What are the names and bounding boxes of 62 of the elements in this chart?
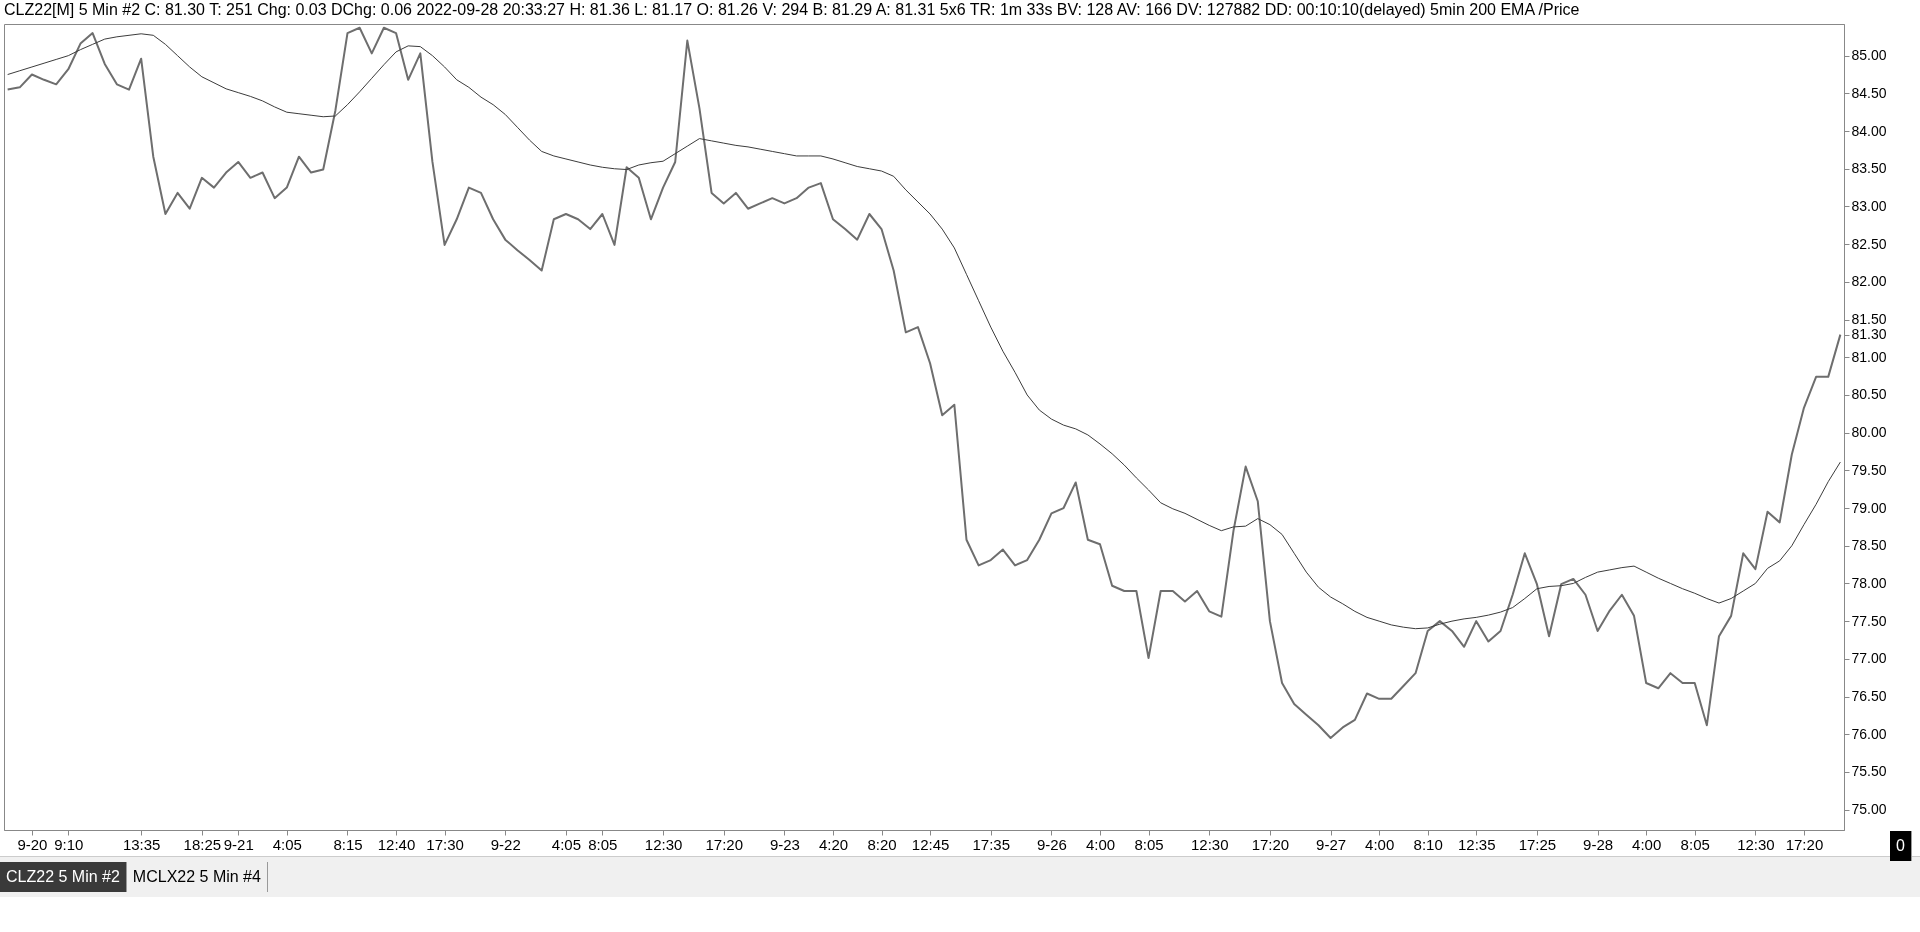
line-series bbox=[6, 26, 1842, 740]
x-tick-label: 17:25 bbox=[1518, 835, 1557, 853]
y-tick-label: 77.50 bbox=[1851, 612, 1887, 629]
x-tick-label: 8:10 bbox=[1413, 835, 1443, 853]
x-tick-label: 9-28 bbox=[1583, 835, 1614, 853]
x-tick-label: 12:30 bbox=[644, 835, 683, 853]
y-tick-label: 78.50 bbox=[1851, 537, 1887, 554]
x-tick-label: 8:05 bbox=[1680, 835, 1710, 853]
x-tick-label: 9-21 bbox=[223, 835, 254, 853]
y-tick-label: 79.50 bbox=[1851, 461, 1887, 478]
y-tick-label: 81.00 bbox=[1851, 348, 1887, 365]
x-tick-label: 4:00 bbox=[1632, 835, 1662, 853]
x-tick-label: 12:35 bbox=[1457, 835, 1496, 853]
line-series bbox=[7, 33, 1841, 630]
y-tick-label: 79.00 bbox=[1851, 499, 1887, 516]
x-tick-label: 17:35 bbox=[972, 835, 1011, 853]
x-tick-label: 9-20 bbox=[17, 835, 48, 853]
x-tick-label: 18:25 bbox=[183, 835, 222, 853]
y-tick-label: 82.50 bbox=[1851, 235, 1887, 252]
x-tick-label: 17:20 bbox=[705, 835, 744, 853]
y-tick-label: 78.00 bbox=[1851, 574, 1887, 591]
x-tick-label: 8:20 bbox=[867, 835, 897, 853]
x-tick-label: 9:10 bbox=[54, 835, 84, 853]
x-tick-label: 4:00 bbox=[1365, 835, 1395, 853]
y-tick-label: 83.00 bbox=[1851, 197, 1887, 214]
x-tick-label: 4:00 bbox=[1085, 835, 1116, 853]
x-tick-label: 4:05 bbox=[551, 835, 582, 853]
x-tick-label: 17:20 bbox=[1785, 835, 1824, 853]
y-tick-label: 82.00 bbox=[1851, 273, 1887, 290]
x-tick-label: 12:40 bbox=[377, 835, 416, 853]
y-tick-label: 77.00 bbox=[1851, 650, 1887, 667]
x-tick-label: 17:30 bbox=[426, 835, 464, 853]
y-tick-label: 75.00 bbox=[1851, 801, 1887, 818]
text: CLZ22 5 Min #2 bbox=[0, 862, 127, 892]
x-tick-label: 4:20 bbox=[818, 835, 849, 853]
x-tick-label: 8:05 bbox=[1134, 835, 1164, 853]
x-tick-label: 17:20 bbox=[1251, 835, 1290, 853]
y-tick-label: 76.00 bbox=[1851, 725, 1887, 742]
y-tick-label: 84.00 bbox=[1851, 122, 1887, 139]
text: MCLX22 5 Min #4 bbox=[126, 862, 268, 892]
y-tick-label: 81.30 bbox=[1851, 326, 1887, 343]
y-tick-label: 80.50 bbox=[1851, 386, 1887, 403]
y-tick-label: 84.50 bbox=[1851, 84, 1887, 101]
x-tick-label: 12:30 bbox=[1190, 835, 1229, 853]
chart-title: CLZ22[M] 5 Min #2 C: 81.30 T: 251 Chg: 0.03 DChg: 0.06 2022-09-28 20:33:27 H: 81.36 L: 81.17 O: 81.26 V: 294 B: 81.29 A: 81.31 5x6 TR: 1m 33s BV: 128 AV: 166 DV: 127882 DD: 00:10:10(delayed) 5min 200 EMA /Price bbox=[4, 1, 1580, 18]
y-tick-label: 81.50 bbox=[1851, 311, 1887, 328]
y-tick-label: 75.50 bbox=[1851, 763, 1887, 780]
x-tick-label: 8:15 bbox=[333, 835, 363, 853]
x-tick-label: 4:05 bbox=[272, 835, 302, 853]
y-tick-label: 80.00 bbox=[1851, 424, 1887, 441]
x-tick-label: 8:05 bbox=[588, 835, 618, 853]
y-tick-label: 85.00 bbox=[1851, 47, 1887, 64]
x-tick-label: 12:30 bbox=[1737, 835, 1775, 853]
x-tick-label: 9-27 bbox=[1316, 835, 1347, 853]
x-tick-label: 9-26 bbox=[1036, 835, 1067, 853]
y-tick-label: 83.50 bbox=[1851, 160, 1887, 177]
x-tick-label: 9-22 bbox=[490, 835, 521, 853]
x-tick-label: 9-23 bbox=[769, 835, 800, 853]
y-tick-label: 76.50 bbox=[1851, 688, 1887, 705]
text: 0 bbox=[1890, 831, 1912, 861]
x-tick-label: 12:45 bbox=[911, 835, 950, 853]
x-tick-label: 13:35 bbox=[122, 835, 161, 853]
